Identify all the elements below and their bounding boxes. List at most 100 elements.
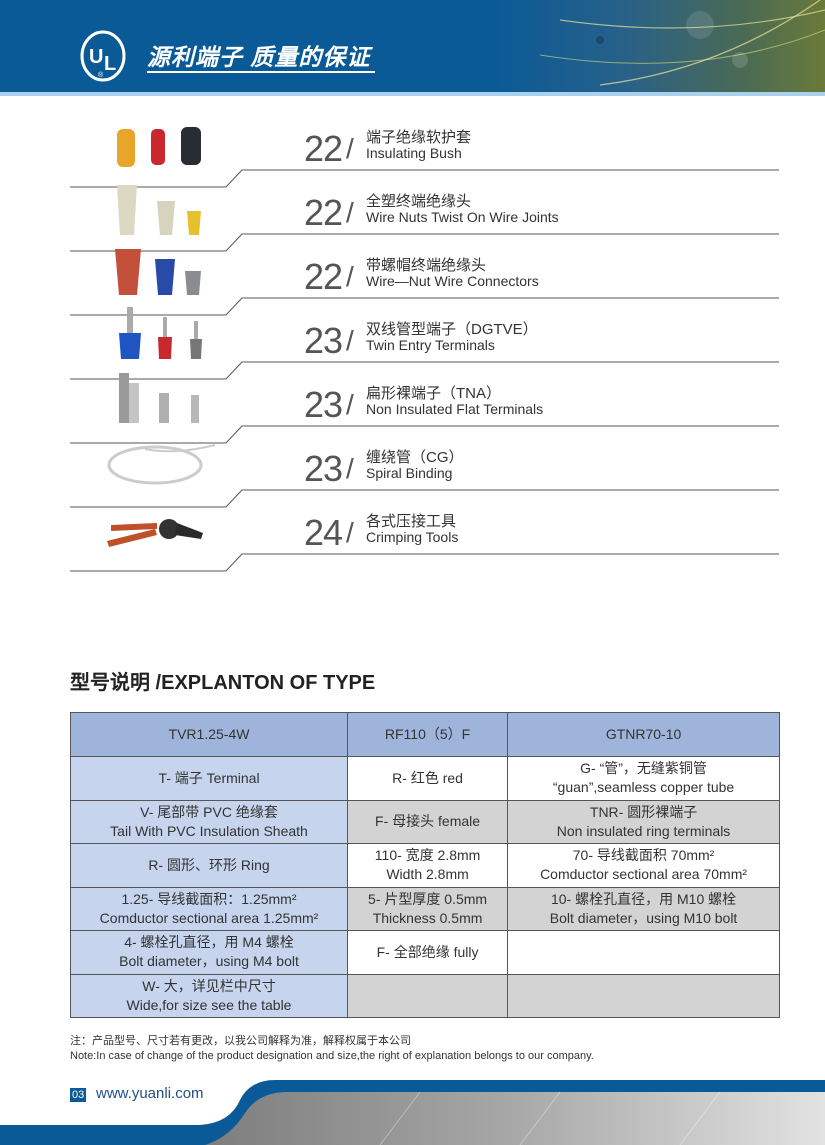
cell-line: G- “管”，无缝紫铜管 bbox=[580, 760, 707, 777]
slash-divider: / bbox=[346, 453, 354, 484]
svg-text:U: U bbox=[89, 46, 103, 68]
row-separator-line bbox=[70, 489, 779, 508]
product-name-cn: 扁形裸端子（TNA） bbox=[366, 385, 502, 402]
product-row: 23 / 双线管型端子（DGTVE） Twin Entry Terminals bbox=[0, 307, 825, 379]
product-name-en: Wire Nuts Twist On Wire Joints bbox=[366, 209, 559, 225]
cell-line: 5- 片型厚度 0.5mm bbox=[368, 890, 488, 907]
header-banner: U L ® 源利端子 质量的保证 bbox=[0, 0, 825, 92]
page-ref: 24 bbox=[304, 512, 343, 553]
table-row: 4- 螺栓孔直径，用 M4 螺栓 Bolt diameter，using M4 b… bbox=[70, 930, 780, 975]
header-cell: GTNR70-10 bbox=[507, 712, 780, 757]
product-name-en: Non Insulated Flat Terminals bbox=[366, 401, 544, 417]
footer-decoration bbox=[0, 1080, 825, 1145]
table-cell bbox=[346, 973, 509, 1018]
page-ref: 22 bbox=[304, 256, 343, 297]
table-cell bbox=[507, 973, 780, 1018]
product-name-cn: 带螺帽终端绝缘头 bbox=[366, 257, 487, 274]
cell-line: TNR- 圆形裸端子 bbox=[589, 803, 698, 820]
header-strip bbox=[0, 92, 825, 96]
product-row: 23 / 扁形裸端子（TNA） Non Insulated Flat Termi… bbox=[0, 373, 825, 443]
table-cell: R- 红色 red bbox=[346, 756, 509, 801]
slogan-underline bbox=[147, 71, 375, 73]
table-cell bbox=[507, 930, 780, 975]
light-streaks-decoration bbox=[539, 0, 825, 86]
spiral-binding-image bbox=[107, 444, 216, 485]
cell-line: Tail With PVC Insulation Sheath bbox=[110, 822, 308, 839]
table-cell: F- 全部绝缘 fully bbox=[346, 930, 509, 975]
slash-divider: / bbox=[346, 325, 354, 356]
table-cell: 70- 导线截面积 70mm² Comductor sectional area … bbox=[507, 843, 780, 888]
slash-divider: / bbox=[346, 197, 354, 228]
product-row: 22 / 全塑终端绝缘头 Wire Nuts Twist On Wire Joi… bbox=[0, 185, 825, 251]
product-name-cn: 缠绕管（CG） bbox=[366, 449, 464, 466]
cell-line: Comductor sectional area 70mm² bbox=[540, 866, 748, 883]
slash-divider: / bbox=[346, 389, 354, 420]
note-cn: 注：产品型号、尺寸若有更改，以我公司解释为准，解释权属于本公司 bbox=[70, 1035, 411, 1047]
table-cell: G- “管”，无缝紫铜管 “guan”,seamless copper tube bbox=[507, 756, 780, 801]
row-separator-line bbox=[70, 425, 779, 444]
table-row: V- 尾部带 PVC 绝缘套 Tail With PVC Insulation S… bbox=[70, 799, 780, 844]
cell-line: 1.25- 导线截面积：1.25mm² bbox=[121, 890, 297, 907]
product-name-cn: 各式压接工具 bbox=[366, 513, 457, 530]
cell-line: Non insulated ring terminals bbox=[556, 822, 731, 839]
row-separator-line bbox=[70, 361, 779, 380]
header-cell: RF110（5）F bbox=[346, 712, 509, 757]
wire-nut-image bbox=[117, 185, 201, 235]
slogan: 源利端子 质量的保证 bbox=[147, 44, 371, 70]
table-row: R- 圆形、环形 Ring 110- 宽度 2.8mm Width 2.8mm 70-… bbox=[70, 843, 780, 888]
table-cell: 5- 片型厚度 0.5mm Thickness 0.5mm bbox=[346, 886, 509, 931]
header-cell: TVR1.25-4W bbox=[70, 712, 348, 757]
product-row: 24 / 各式压接工具 Crimping Tools bbox=[0, 507, 825, 571]
row-separator-line bbox=[70, 297, 779, 316]
cell-line: “guan”,seamless copper tube bbox=[552, 779, 735, 796]
website-link[interactable]: www.yuanli.com bbox=[96, 1085, 204, 1102]
product-name-en: Wire—Nut Wire Connectors bbox=[366, 273, 539, 289]
page-ref: 23 bbox=[304, 320, 343, 361]
svg-text:L: L bbox=[104, 53, 116, 75]
table-row: 1.25- 导线截面积：1.25mm² Comductor sectional a… bbox=[70, 886, 780, 931]
cell-line: W- 大，详见栏中尺寸 bbox=[142, 977, 276, 994]
cell-line: 70- 导线截面积 70mm² bbox=[572, 847, 715, 864]
flat-terminal-image bbox=[119, 373, 199, 423]
page-ref: 23 bbox=[304, 384, 343, 425]
cell-line: F- 母接头 female bbox=[375, 813, 481, 830]
product-name-en: Crimping Tools bbox=[366, 529, 459, 545]
twin-entry-terminal-image bbox=[119, 307, 202, 359]
ul-logo: U L ® bbox=[80, 30, 126, 82]
slash-divider: / bbox=[346, 133, 354, 164]
svg-text:®: ® bbox=[98, 71, 104, 79]
row-separator-line bbox=[70, 553, 779, 572]
table-cell: 1.25- 导线截面积：1.25mm² Comductor sectional a… bbox=[70, 886, 348, 931]
cell-line: T- 端子 Terminal bbox=[158, 769, 260, 786]
table-cell: R- 圆形、环形 Ring bbox=[70, 843, 348, 888]
cell-line: Width 2.8mm bbox=[386, 866, 469, 883]
product-row: 23 / 缠绕管（CG） Spiral Binding bbox=[0, 443, 825, 507]
cell-line: 4- 螺栓孔直径，用 M4 螺栓 bbox=[124, 934, 294, 951]
cell-line: 110- 宽度 2.8mm bbox=[374, 847, 481, 864]
cell-line: R- 圆形、环形 Ring bbox=[148, 856, 270, 873]
table-row: W- 大，详见栏中尺寸 Wide,for size see the table bbox=[70, 973, 780, 1018]
table-cell: F- 母接头 female bbox=[346, 799, 509, 844]
cell-line: V- 尾部带 PVC 绝缘套 bbox=[140, 803, 278, 820]
page-ref: 22 bbox=[304, 128, 343, 169]
cell-line: Comductor sectional area 1.25mm² bbox=[99, 909, 319, 926]
cell-line: Bolt diameter，using M10 bolt bbox=[549, 909, 738, 926]
page-number: 03 bbox=[70, 1088, 87, 1102]
table-cell: 4- 螺栓孔直径，用 M4 螺栓 Bolt diameter，using M4 b… bbox=[70, 930, 348, 975]
cell-line: Thickness 0.5mm bbox=[372, 909, 483, 926]
product-name-cn: 双线管型端子（DGTVE） bbox=[366, 321, 538, 338]
row-separator-line bbox=[70, 169, 779, 188]
product-name-en: Spiral Binding bbox=[366, 465, 453, 481]
page-ref: 23 bbox=[304, 448, 343, 489]
note-en: Note:In case of change of the product de… bbox=[70, 1050, 594, 1062]
slash-divider: / bbox=[346, 261, 354, 292]
page-ref: 22 bbox=[304, 192, 343, 233]
product-row: 22 / 端子绝缘软护套 Insulating Bush bbox=[0, 123, 825, 187]
table-header-row: TVR1.25-4W RF110（5）F GTNR70-10 bbox=[70, 712, 780, 757]
insulating-bush-image bbox=[117, 127, 201, 167]
section-heading: 型号说明 /EXPLANTON OF TYPE bbox=[70, 672, 376, 694]
cell-line: Bolt diameter，using M4 bolt bbox=[119, 953, 299, 970]
cell-line: F- 全部绝缘 fully bbox=[376, 943, 479, 960]
product-name-cn: 全塑终端绝缘头 bbox=[366, 193, 472, 210]
slash-divider: / bbox=[346, 517, 354, 548]
